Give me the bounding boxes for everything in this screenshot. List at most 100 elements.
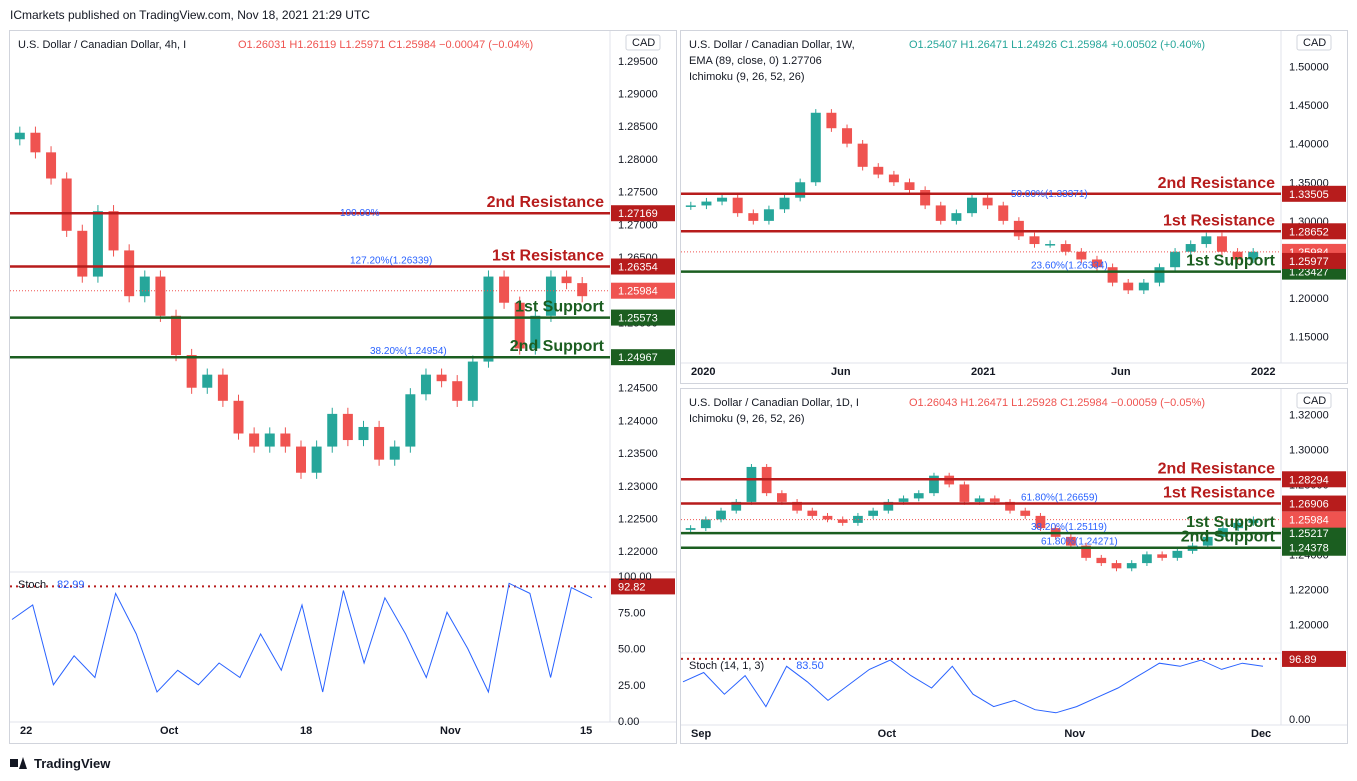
currency-tag — [625, 34, 661, 51]
time-tick-label: Nov — [1064, 728, 1086, 740]
price-tick-label: 1.22000 — [618, 546, 658, 558]
candle-body — [249, 433, 260, 447]
level-price-label: 1.28294 — [1289, 474, 1329, 486]
time-tick-label: Dec — [1251, 728, 1271, 740]
candle-body — [1029, 236, 1040, 245]
candle-body — [748, 213, 759, 221]
candle-body — [792, 501, 802, 511]
price-tick-label: 1.27000 — [618, 219, 658, 231]
candle-body — [837, 519, 848, 523]
candle-body — [959, 484, 970, 502]
level-label: 1st Support — [515, 299, 605, 316]
stoch-level-label: 92.82 — [618, 581, 646, 593]
level-price-label: 1.27169 — [618, 208, 658, 220]
time-tick-label: 22 — [20, 725, 32, 737]
candle-body — [1172, 550, 1183, 558]
candle-body — [1013, 220, 1024, 237]
level-label: 1st Support — [1186, 514, 1276, 531]
candle-body — [530, 315, 541, 349]
candle-body — [1170, 251, 1181, 268]
chart-panel-4h[interactable]: 1.29500 1.29000 1.28500 1.28000 1.27500 1.270… — [9, 30, 677, 744]
candle-body — [716, 510, 726, 520]
price-tick-label: 1.22500 — [618, 514, 658, 526]
candle-body — [155, 276, 166, 316]
chart-1w-svg[interactable]: 1.500001.450001.400001.350001.300001.250… — [681, 31, 1347, 383]
currency-tag — [1296, 392, 1332, 409]
candle-body — [685, 205, 696, 207]
candle-body — [1035, 515, 1046, 529]
fib-label: 61.80%(1.26659) — [1021, 493, 1098, 504]
level-label: 1st Resistance — [1163, 212, 1275, 229]
stoch-level-tag — [611, 578, 675, 595]
chart-panel-1w[interactable]: 1.500001.450001.400001.350001.300001.250… — [680, 30, 1348, 384]
candle-body — [1081, 545, 1091, 558]
candle-body — [545, 276, 556, 316]
time-tick-label: 2021 — [971, 366, 995, 378]
time-tick-label: Jun — [831, 366, 851, 378]
level-price-tag — [1282, 495, 1346, 512]
symbol-title: U.S. Dollar / Canadian Dollar, 1D, I — [689, 397, 859, 409]
candle-body — [951, 213, 962, 221]
footer-brand: TradingView — [10, 752, 110, 774]
candle-body — [1233, 522, 1244, 529]
fib-label: 127.20%(1.26339) — [350, 256, 432, 267]
last-price-label: 1.25984 — [1289, 515, 1329, 527]
level-price-tag — [611, 258, 675, 275]
currency-label: CAD — [1303, 395, 1326, 407]
level-price-tag — [1282, 185, 1346, 202]
candle-body — [717, 197, 728, 202]
stoch-tick-label: 75.00 — [618, 607, 646, 619]
price-tick-label: 1.27500 — [618, 187, 658, 199]
candle-body — [124, 250, 135, 297]
symbol-title: U.S. Dollar / Canadian Dollar, 4h, I — [18, 39, 186, 51]
time-tick-label: 15 — [580, 725, 592, 737]
price-tick-label: 1.20000 — [1289, 293, 1329, 305]
candle-body — [1232, 251, 1243, 260]
chart-4h-svg[interactable]: 1.29500 1.29000 1.28500 1.28000 1.27500 1.270… — [10, 31, 676, 743]
candle-body — [186, 355, 197, 388]
level-price-tag — [611, 309, 675, 326]
candle-body — [842, 128, 853, 144]
currency-tag — [1296, 34, 1332, 51]
candle-body — [14, 132, 25, 140]
stoch-value: 83.50 — [796, 660, 824, 672]
candle-body — [935, 205, 946, 221]
candle-body — [405, 394, 416, 447]
level-label: 2nd Support — [510, 338, 605, 355]
candle-body — [1020, 510, 1031, 516]
chart-1d-svg[interactable]: 1.320001.300001.280001.260001.240001.220… — [681, 389, 1347, 743]
indicator-legend: EMA (89, close, 0) 1.27706 — [689, 55, 822, 67]
candle-body — [280, 433, 291, 447]
price-tick-label: 1.29500 — [618, 56, 658, 68]
chart-panel-1d[interactable]: 1.320001.300001.280001.260001.240001.220… — [680, 388, 1348, 744]
candle-body — [989, 498, 1000, 502]
tradingview-logo-icon — [10, 757, 28, 769]
candle-body — [264, 433, 275, 447]
candle-body — [1126, 563, 1137, 569]
level-label: 2nd Support — [1181, 529, 1276, 546]
candle-body — [920, 189, 931, 206]
price-tick-label: 1.29000 — [618, 89, 658, 101]
time-tick-label: Jun — [1111, 366, 1131, 378]
stoch-tick-label: 0.00 — [1289, 714, 1310, 726]
candle-body — [1076, 251, 1087, 260]
stoch-level-label: 96.89 — [1289, 654, 1317, 666]
last-price-tag — [1282, 511, 1346, 528]
stoch-tick-label: 100.00 — [618, 571, 652, 583]
candle-body — [853, 515, 863, 523]
fib-label: 100.00% — [340, 208, 380, 219]
level-price-tag — [1282, 223, 1346, 240]
price-tick-label: 1.22000 — [1289, 584, 1329, 596]
candle-body — [873, 166, 884, 175]
stoch-value: 82.99 — [57, 579, 85, 591]
candle-body — [217, 374, 228, 401]
level-label: 2nd Resistance — [1158, 460, 1275, 477]
indicator-legend: Ichimoku (9, 26, 52, 26) — [689, 413, 805, 425]
price-tick-label: 1.24500 — [618, 383, 658, 395]
candle-body — [342, 413, 353, 441]
candle-body — [77, 230, 88, 277]
candle-body — [1107, 267, 1118, 283]
candle-body — [904, 182, 915, 190]
price-tick-label: 1.20000 — [1289, 619, 1329, 631]
candle-body — [779, 197, 790, 210]
